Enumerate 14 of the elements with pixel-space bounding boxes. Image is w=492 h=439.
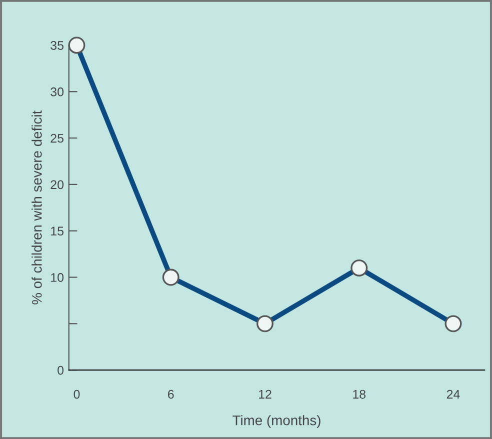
x-tick-label: 12 <box>258 390 272 399</box>
y-tick-label: 25 <box>50 134 64 143</box>
y-tick-label: 0 <box>58 366 64 375</box>
y-tick-label: 10 <box>51 273 64 282</box>
y-tick-label: 30 <box>50 87 64 96</box>
x-tick-label: 18 <box>353 390 366 399</box>
y-tick-label: 15 <box>51 226 64 236</box>
x-tick-label: 6 <box>168 390 174 399</box>
y-tick-label: 35 <box>50 41 64 50</box>
y-tick-label: 20 <box>50 180 64 190</box>
x-tick-label: 0 <box>74 390 80 399</box>
x-tick-label: 24 <box>446 390 460 399</box>
x-axis-title: Time (months) <box>232 415 320 428</box>
y-axis-title: % of children with severe deficit <box>32 110 42 304</box>
